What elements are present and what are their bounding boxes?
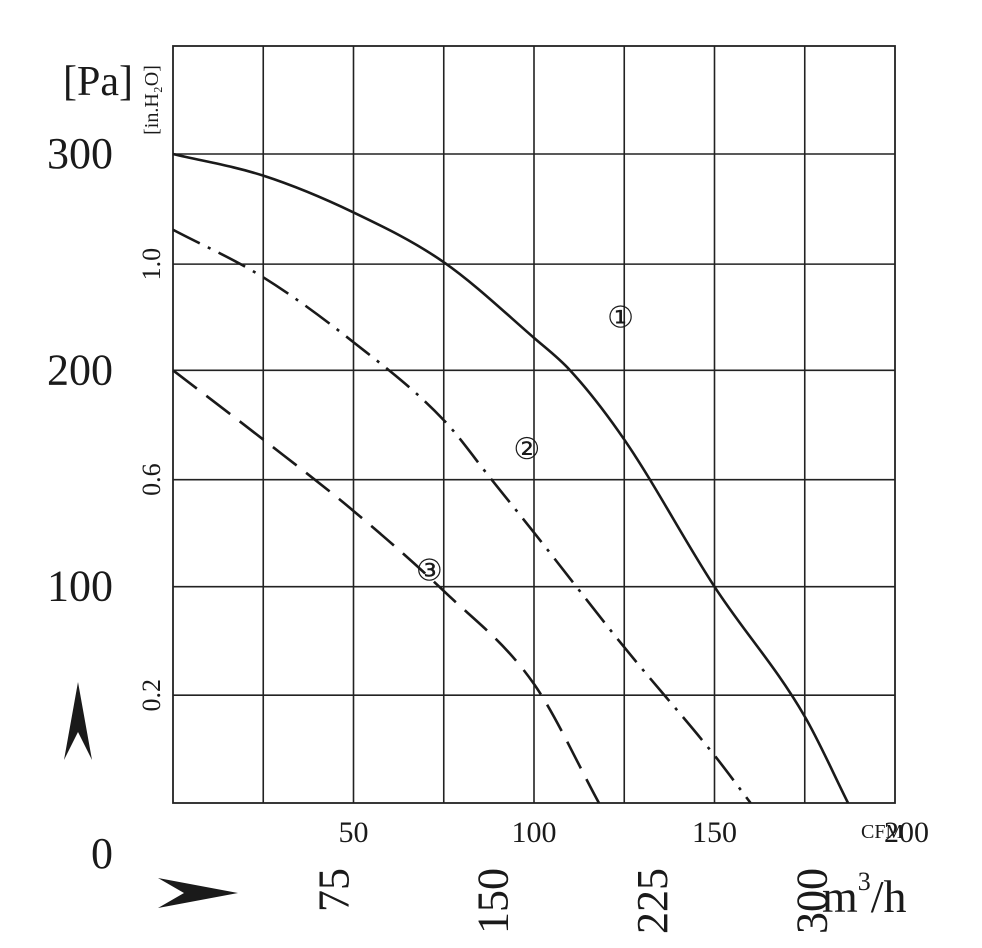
pa-axis-unit: [Pa] — [63, 59, 133, 105]
pa-tick-label: 300 — [47, 129, 113, 178]
cfm-tick-label: 100 — [512, 816, 557, 849]
inh2o-axis-ticks: 0.2 0.6 1.0 — [137, 248, 166, 712]
m3h-axis-ticks: 75 150 225 300 — [309, 868, 836, 934]
cfm-axis-unit: CFM — [861, 821, 903, 843]
m3h-unit-base: m — [822, 871, 858, 922]
curve-label-2: ② — [513, 433, 540, 466]
inh2o-axis-unit: [in.H₂O] — [141, 65, 163, 135]
inh2o-tick-label: 1.0 — [137, 248, 166, 281]
m3h-unit-power: 3 — [858, 867, 871, 896]
pa-tick-label: 200 — [47, 345, 113, 394]
curves — [172, 152, 850, 804]
curve-3 — [172, 369, 601, 804]
cfm-tick-label: 200 — [884, 816, 929, 849]
cfm-tick-label: 50 — [339, 816, 369, 849]
inh2o-tick-label: 0.6 — [137, 463, 166, 496]
curve-2 — [172, 228, 752, 804]
curve-labels: ① ② ③ — [416, 301, 634, 587]
curve-label-1: ① — [607, 301, 634, 334]
m3h-tick-label: 75 — [309, 868, 358, 912]
curve-1 — [172, 152, 850, 804]
pa-axis-ticks: 0 100 200 300 — [47, 129, 113, 878]
m3h-axis-unit: m3/h — [822, 867, 907, 922]
m3h-tick-label: 300 — [787, 868, 836, 934]
grid — [173, 46, 895, 803]
m3h-tick-label: 225 — [628, 868, 677, 934]
flow-axis-arrow-icon — [158, 878, 238, 908]
cfm-axis-ticks: 50 100 150 200 — [339, 816, 930, 849]
pa-tick-label: 0 — [91, 829, 113, 878]
inh2o-tick-label: 0.2 — [137, 679, 166, 712]
cfm-tick-label: 150 — [692, 816, 737, 849]
m3h-unit-suffix: /h — [871, 871, 907, 922]
curve-label-3: ③ — [416, 554, 443, 587]
pa-tick-label: 100 — [47, 562, 113, 611]
pressure-axis-arrow-icon — [64, 682, 92, 760]
m3h-tick-label: 150 — [469, 868, 518, 934]
plot-frame — [172, 45, 896, 804]
